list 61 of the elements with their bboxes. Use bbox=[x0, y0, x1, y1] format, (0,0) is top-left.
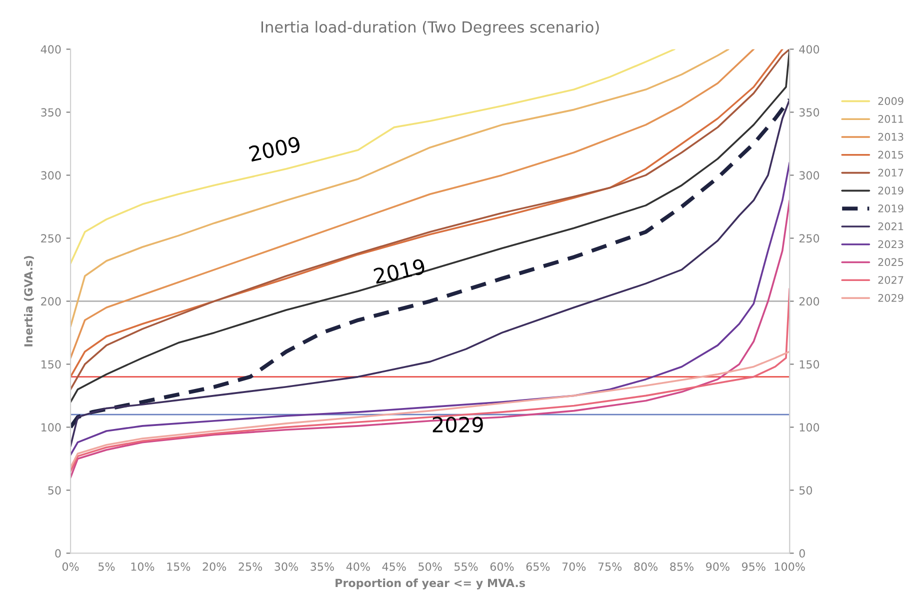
y2-tick-label: 400 bbox=[799, 45, 820, 54]
x-axis-title: Proportion of year <= y MVA.s bbox=[336, 578, 526, 590]
x-tick-label: 5% bbox=[98, 562, 115, 571]
y2-tick-label: 300 bbox=[799, 171, 820, 180]
y2-tick-label: 100 bbox=[800, 423, 820, 432]
line-series bbox=[70, 350, 790, 468]
y-tick-label: 250 bbox=[41, 234, 61, 243]
x-tick-label: 80% bbox=[634, 562, 658, 571]
x-tick-label: 50% bbox=[418, 562, 442, 571]
x-tick-label: 95% bbox=[742, 562, 766, 571]
x-tick-label: 60% bbox=[490, 562, 514, 571]
y-tick-label: 350 bbox=[41, 108, 61, 117]
x-tick-label: 65% bbox=[526, 562, 550, 571]
x-tick-label: 30% bbox=[274, 562, 298, 571]
legend-label: 2027 bbox=[878, 276, 904, 284]
y-tick-label: 150 bbox=[42, 360, 61, 369]
y2-tick-label: 0 bbox=[799, 549, 805, 558]
x-tick-label: 85% bbox=[670, 562, 694, 571]
x-tick-label: 25% bbox=[238, 562, 262, 571]
y-axis-title: Inertia (GVA.s) bbox=[24, 256, 34, 346]
x-tick-label: 40% bbox=[346, 562, 370, 571]
y2-tick-label: 50 bbox=[799, 486, 812, 495]
x-tick-label: 0% bbox=[62, 562, 79, 571]
legend-label: 2021 bbox=[878, 222, 904, 230]
annotation: 2009 bbox=[248, 136, 301, 162]
x-tick-label: 70% bbox=[562, 562, 586, 571]
x-tick-label: 90% bbox=[706, 562, 730, 571]
y-tick-label: 0 bbox=[55, 549, 61, 558]
legend-label: 2019 bbox=[878, 204, 904, 212]
y-tick-label: 100 bbox=[42, 423, 61, 432]
y2-tick-label: 250 bbox=[799, 234, 820, 243]
y-tick-label: 200 bbox=[41, 297, 61, 306]
line-series bbox=[70, 162, 790, 456]
x-tick-label: 20% bbox=[202, 562, 226, 571]
x-tick-label: 10% bbox=[131, 562, 154, 571]
chart-title: Inertia load-duration (Two Degrees scenario) bbox=[261, 20, 599, 36]
line-series bbox=[70, 199, 790, 479]
x-tick-label: 45% bbox=[382, 562, 406, 571]
annotation: 2029 bbox=[432, 416, 483, 432]
y2-tick-label: 350 bbox=[799, 108, 820, 117]
x-tick-label: 35% bbox=[310, 562, 334, 571]
legend-label: 2019 bbox=[878, 186, 904, 194]
x-tick-label: 100% bbox=[774, 562, 805, 571]
legend-label: 2009 bbox=[878, 97, 904, 106]
y-tick-label: 400 bbox=[40, 45, 61, 54]
y-tick-label: 50 bbox=[48, 486, 61, 495]
legend-label: 2011 bbox=[878, 115, 904, 123]
line-series bbox=[70, 288, 790, 472]
legend-label: 2015 bbox=[878, 150, 904, 159]
x-tick-label: 75% bbox=[598, 562, 622, 571]
legend-label: 2029 bbox=[878, 294, 904, 302]
y2-tick-label: 200 bbox=[799, 297, 820, 306]
annotation: 2019 bbox=[373, 258, 426, 284]
y-tick-label: 300 bbox=[41, 171, 61, 180]
legend-label: 2013 bbox=[878, 132, 904, 141]
y2-tick-label: 150 bbox=[800, 360, 820, 369]
legend-label: 2023 bbox=[878, 240, 904, 248]
legend-label: 2017 bbox=[878, 168, 904, 177]
x-tick-label: 15% bbox=[167, 562, 190, 571]
x-tick-label: 55% bbox=[454, 562, 478, 571]
legend-label: 2025 bbox=[878, 258, 904, 266]
